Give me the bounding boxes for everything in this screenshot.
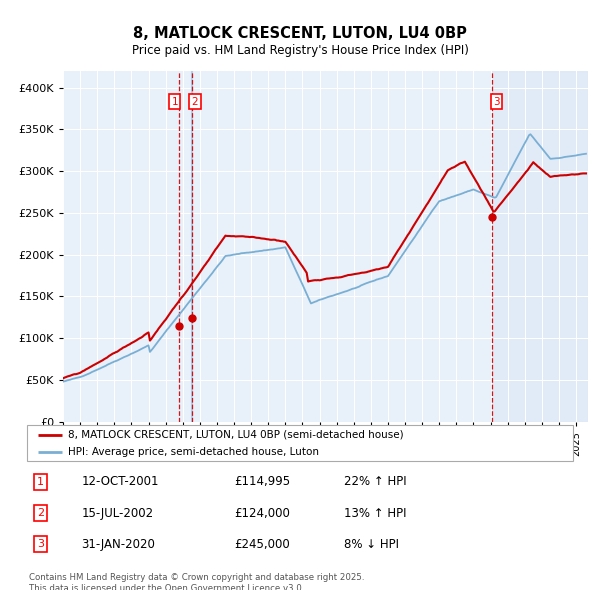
FancyBboxPatch shape <box>27 425 573 461</box>
Text: 13% ↑ HPI: 13% ↑ HPI <box>344 506 406 520</box>
Text: 1: 1 <box>37 477 44 487</box>
Bar <box>492 71 588 422</box>
Text: 8, MATLOCK CRESCENT, LUTON, LU4 0BP (semi-detached house): 8, MATLOCK CRESCENT, LUTON, LU4 0BP (sem… <box>68 430 404 440</box>
Text: £245,000: £245,000 <box>235 537 290 550</box>
Text: £114,995: £114,995 <box>235 476 290 489</box>
Text: HPI: Average price, semi-detached house, Luton: HPI: Average price, semi-detached house,… <box>68 447 319 457</box>
Text: 2: 2 <box>37 508 44 518</box>
Text: 2: 2 <box>192 97 199 107</box>
Text: Price paid vs. HM Land Registry's House Price Index (HPI): Price paid vs. HM Land Registry's House … <box>131 44 469 57</box>
Text: £124,000: £124,000 <box>235 506 290 520</box>
Text: 15-JUL-2002: 15-JUL-2002 <box>82 506 154 520</box>
Text: 3: 3 <box>493 97 499 107</box>
Text: 8% ↓ HPI: 8% ↓ HPI <box>344 537 398 550</box>
Text: 22% ↑ HPI: 22% ↑ HPI <box>344 476 406 489</box>
Text: Contains HM Land Registry data © Crown copyright and database right 2025.
This d: Contains HM Land Registry data © Crown c… <box>29 573 364 590</box>
Text: 12-OCT-2001: 12-OCT-2001 <box>82 476 159 489</box>
Text: 31-JAN-2020: 31-JAN-2020 <box>82 537 155 550</box>
Text: 3: 3 <box>37 539 44 549</box>
Text: 1: 1 <box>172 97 178 107</box>
Text: 8, MATLOCK CRESCENT, LUTON, LU4 0BP: 8, MATLOCK CRESCENT, LUTON, LU4 0BP <box>133 26 467 41</box>
